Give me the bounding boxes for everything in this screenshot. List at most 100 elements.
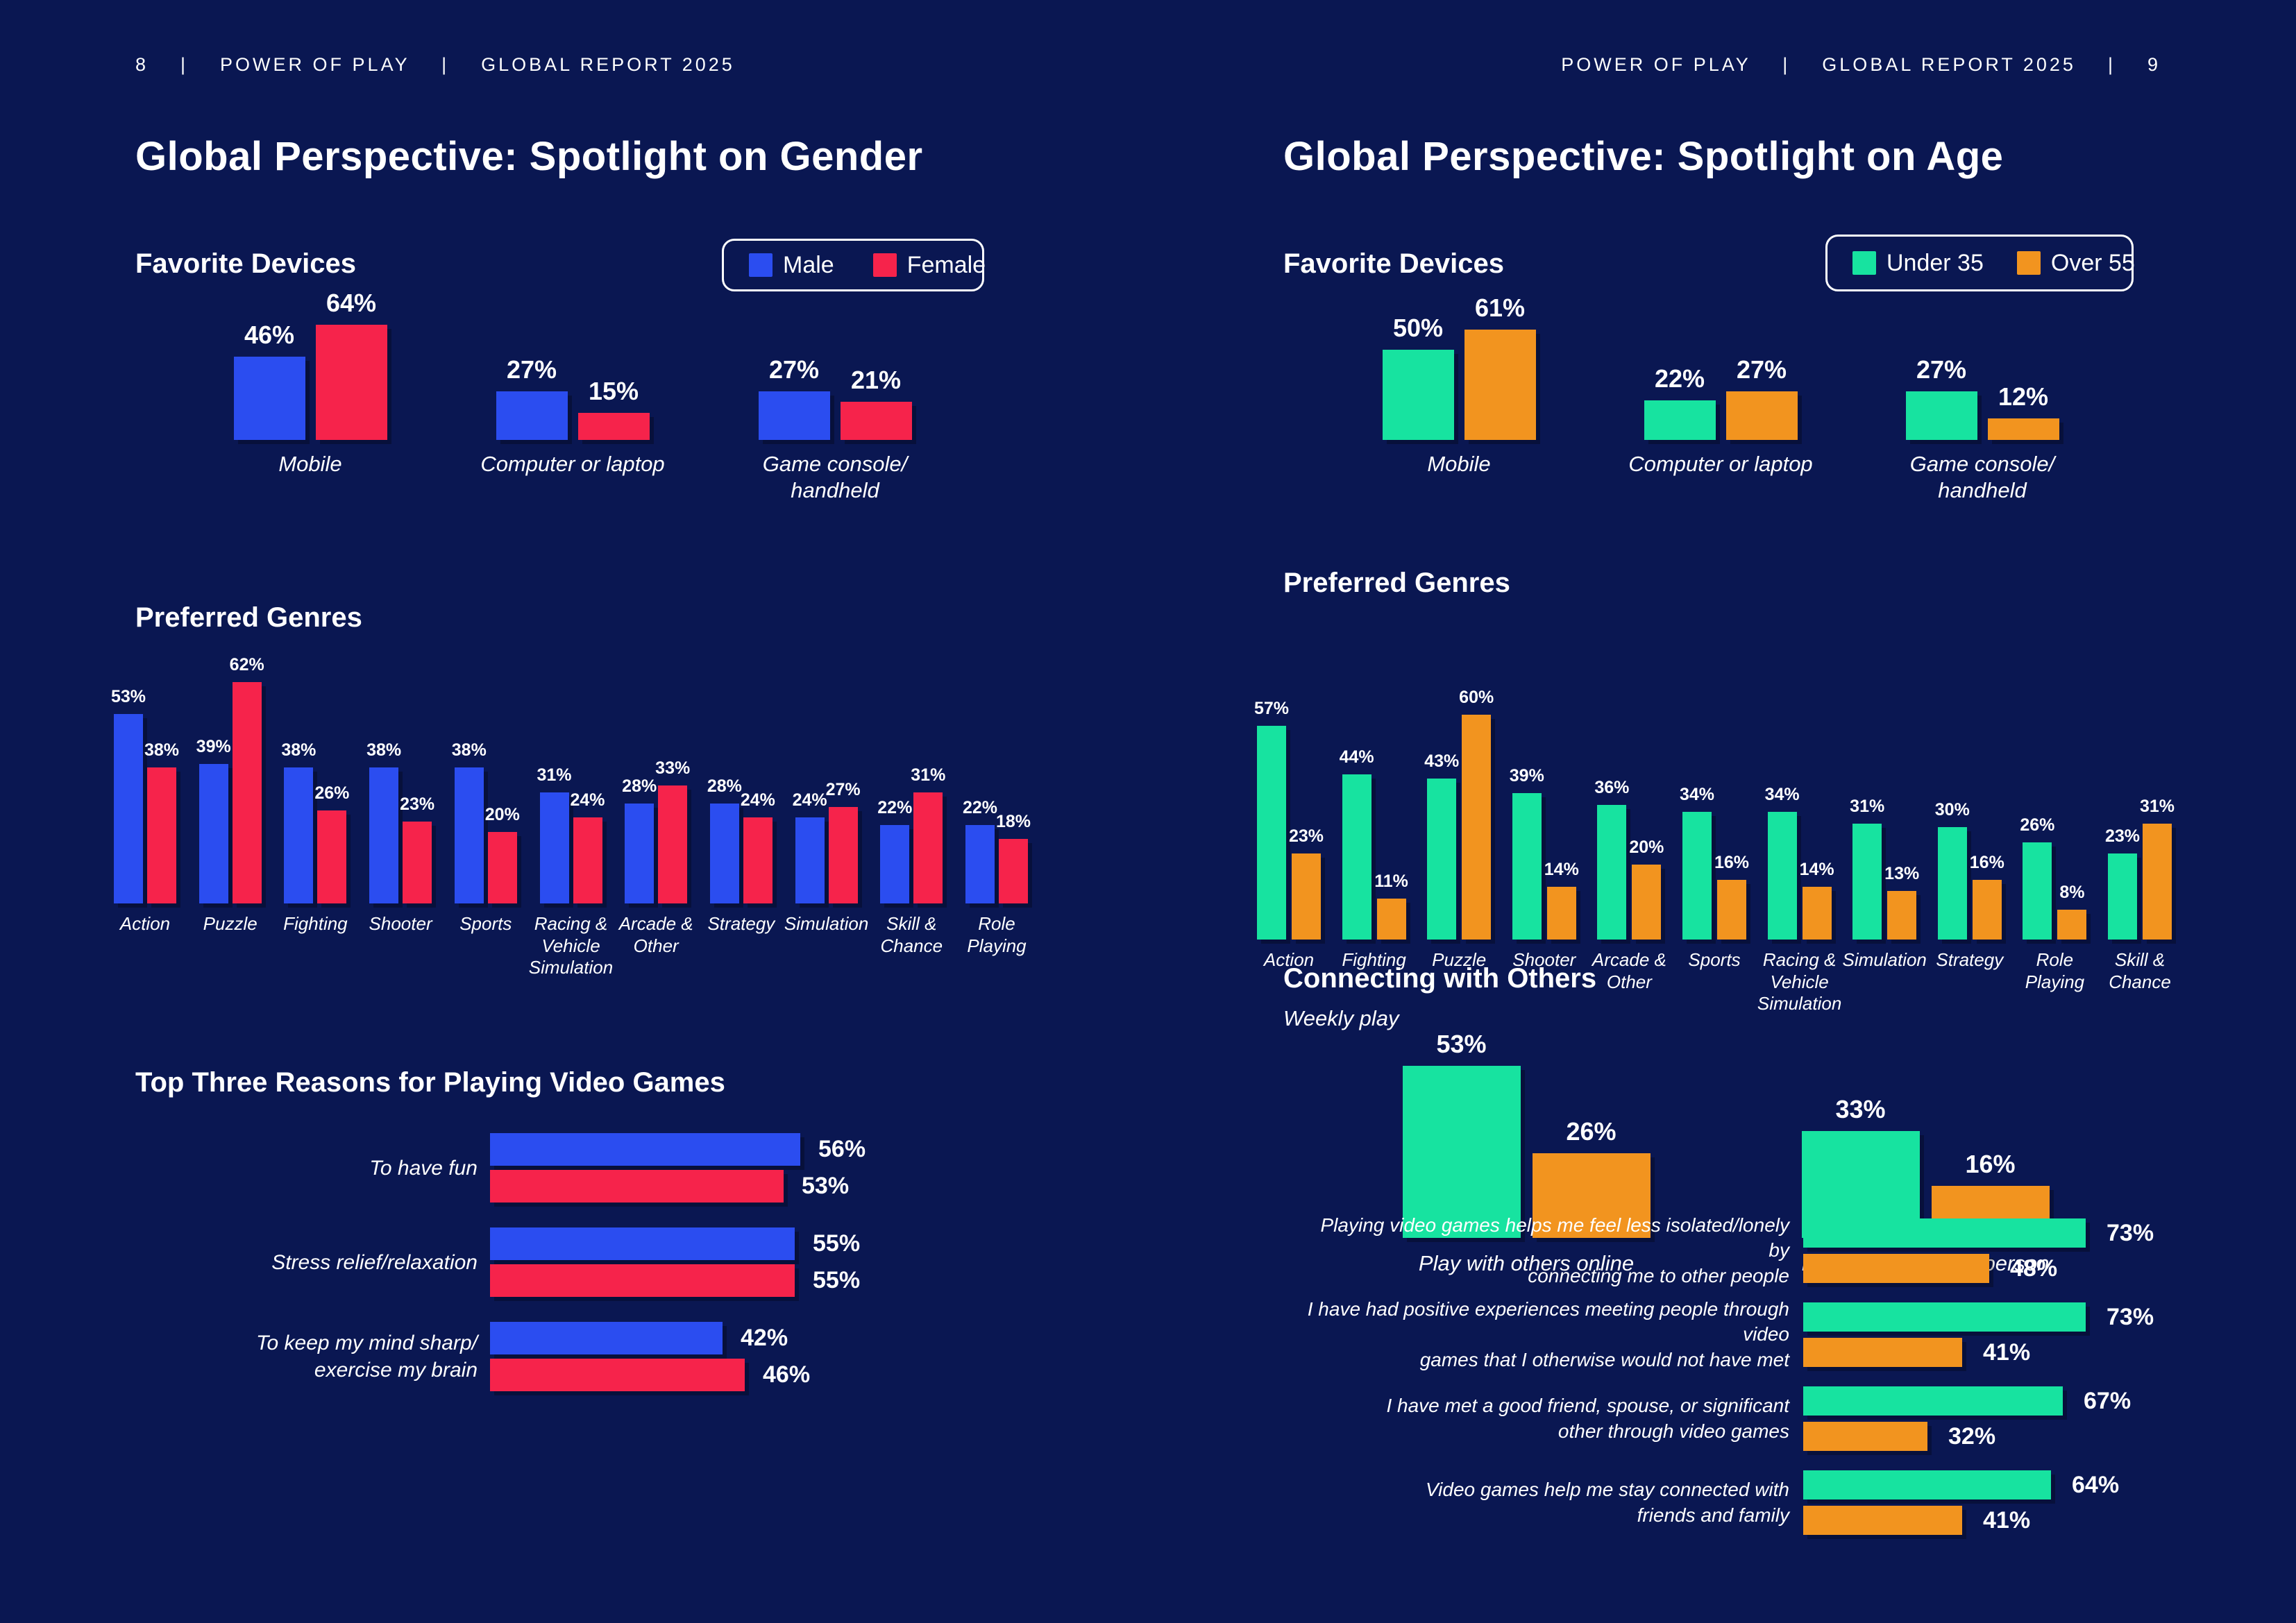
bar-under-35: 33% — [1801, 1095, 1920, 1238]
section-heading-favorite-devices-gender: Favorite Devices — [135, 248, 356, 279]
category-label: Video games help me stay connected with … — [1425, 1479, 1789, 1526]
category-label: Racing & Vehicle Simulation — [528, 913, 614, 978]
category-label: To have fun — [369, 1156, 478, 1180]
bar-value-label: 73% — [2107, 1303, 2154, 1330]
bar-male: 22% — [963, 798, 997, 903]
category-label: Computer or laptop — [1628, 452, 1813, 476]
bar-value-label: 31% — [911, 765, 946, 785]
section-heading-favorite-devices-age: Favorite Devices — [1283, 248, 1504, 279]
bar-value-label: 31% — [2139, 797, 2175, 816]
category-label: Play with others in-person — [1801, 1251, 2050, 1275]
section-heading-preferred-genres-gender: Preferred Genres — [135, 602, 362, 633]
bar-value-label: 14% — [1799, 860, 1834, 879]
bar-under-35: 57% — [1254, 699, 1289, 940]
bar-under-35 — [1803, 1386, 2063, 1416]
legend-label-under-35: Under 35 — [1886, 249, 1984, 276]
bar-female: 31% — [911, 765, 945, 903]
bar-over-55 — [1803, 1254, 1989, 1283]
bar-male — [490, 1322, 723, 1354]
bar-value-label: 26% — [314, 783, 350, 803]
bar-female: 23% — [400, 794, 434, 903]
category-label: Playing video games helps me feel less i… — [1320, 1214, 1790, 1286]
bar-value-label: 67% — [2084, 1387, 2132, 1414]
left-page-title: Global Perspective: Spotlight on Gender — [135, 134, 923, 179]
bar-female: 38% — [144, 740, 179, 903]
bar-value-label: 32% — [1948, 1422, 1996, 1450]
bar-male: 22% — [877, 798, 912, 903]
bar-male: 28% — [707, 776, 742, 903]
bar-female: 24% — [570, 790, 605, 903]
bar-value-label: 57% — [1253, 699, 1290, 718]
category-label: Fighting — [283, 913, 348, 934]
category-label: Skill & Chance — [880, 913, 943, 956]
bar-value-label: 60% — [1459, 688, 1494, 707]
category-label: Shooter — [369, 913, 432, 934]
bar-over-55: 12% — [1987, 382, 2059, 440]
bar-value-label: 41% — [1983, 1506, 2031, 1533]
under-35-swatch — [1852, 251, 1876, 275]
bar-under-35: 43% — [1424, 751, 1459, 940]
bar-under-35 — [1803, 1470, 2051, 1499]
bar-female: 24% — [741, 790, 775, 903]
category-label: Mobile — [1427, 452, 1491, 476]
bar-value-label: 64% — [326, 289, 377, 317]
section-heading-connecting-with-others: Connecting with Others — [1283, 963, 1597, 994]
bar-over-55 — [1803, 1338, 1962, 1367]
bar-under-35: 34% — [1765, 785, 1800, 940]
bar-over-55: 16% — [1970, 853, 2004, 940]
bar-over-55: 61% — [1464, 294, 1536, 440]
bar-female — [490, 1359, 745, 1391]
bar-female: 64% — [315, 289, 387, 440]
bar-value-label: 61% — [1474, 294, 1526, 322]
legend-label-male: Male — [783, 251, 834, 278]
bar-female — [490, 1170, 784, 1203]
bar-male — [490, 1227, 795, 1260]
bar-male: 38% — [281, 740, 316, 903]
bar-over-55 — [1803, 1506, 1962, 1535]
bar-value-label: 27% — [506, 355, 557, 384]
right-page-header: POWER OF PLAY | GLOBAL REPORT 2025 | 9 — [1561, 54, 2161, 75]
bar-value-label: 22% — [877, 798, 913, 817]
bar-value-label: 8% — [2059, 883, 2085, 902]
section-heading-top-three-reasons: Top Three Reasons for Playing Video Game… — [135, 1067, 725, 1098]
bar-value-label: 13% — [1884, 864, 1920, 883]
category-label: Mobile — [278, 452, 342, 476]
bar-value-label: 44% — [1339, 747, 1374, 767]
bar-over-55 — [1803, 1422, 1927, 1451]
bar-male: 27% — [758, 355, 830, 440]
category-label: Strategy — [707, 913, 775, 934]
bar-value-label: 38% — [144, 740, 180, 760]
bar-value-label: 24% — [792, 790, 827, 810]
bar-female: 21% — [840, 366, 912, 440]
bar-male: 38% — [366, 740, 401, 903]
category-label: Play with others online — [1418, 1251, 1635, 1275]
section-heading-preferred-genres-age: Preferred Genres — [1283, 568, 1510, 598]
category-label: Game console/ handheld — [762, 452, 908, 502]
bar-over-55: 11% — [1374, 872, 1408, 940]
bar-value-label: 31% — [1850, 797, 1885, 816]
bar-male: 24% — [793, 790, 827, 903]
bar-value-label: 20% — [484, 805, 520, 824]
bar-value-label: 53% — [802, 1173, 850, 1199]
bar-value-label: 50% — [1392, 314, 1444, 342]
bar-under-35: 27% — [1905, 355, 1977, 440]
bar-male: 39% — [196, 737, 231, 903]
bar-under-35: 39% — [1510, 766, 1544, 940]
bar-female: 26% — [314, 783, 349, 903]
bar-value-label: 16% — [1714, 853, 1750, 872]
category-label: Arcade & Other — [618, 913, 693, 956]
bar-male: 28% — [622, 776, 657, 903]
category-label: I have had positive experiences meeting … — [1307, 1298, 1789, 1370]
bar-value-label: 27% — [1736, 355, 1787, 384]
bar-value-label: 55% — [813, 1230, 861, 1257]
bar-value-label: 27% — [825, 780, 861, 799]
bar-value-label: 55% — [813, 1267, 861, 1293]
category-label: I have met a good friend, spouse, or sig… — [1386, 1395, 1789, 1442]
bar-value-label: 11% — [1374, 872, 1408, 891]
bar-over-55: 14% — [1800, 860, 1834, 940]
bar-value-label: 53% — [1436, 1030, 1487, 1058]
bar-under-35: 36% — [1594, 778, 1629, 940]
bar-over-55: 60% — [1459, 688, 1494, 940]
bar-under-35 — [1803, 1302, 2086, 1332]
bar-under-35 — [1803, 1218, 2086, 1248]
